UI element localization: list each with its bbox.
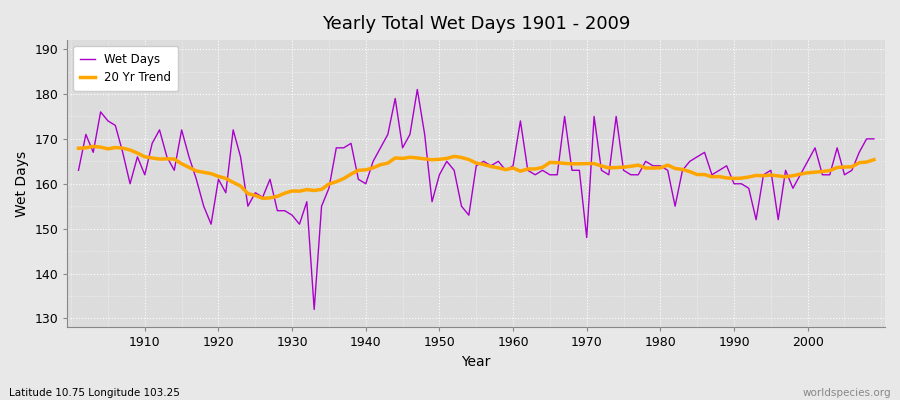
X-axis label: Year: Year — [462, 355, 490, 369]
Title: Yearly Total Wet Days 1901 - 2009: Yearly Total Wet Days 1901 - 2009 — [322, 15, 630, 33]
Wet Days — [868, 136, 879, 141]
Wet Days — [412, 87, 423, 92]
20 Yr Trend — [140, 154, 150, 159]
Line: Wet Days: Wet Days — [78, 90, 874, 310]
Wet Days — [73, 168, 84, 173]
Wet Days — [309, 307, 320, 312]
20 Yr Trend — [522, 166, 533, 171]
20 Yr Trend — [309, 188, 320, 193]
Wet Days — [294, 222, 305, 226]
20 Yr Trend — [353, 168, 364, 173]
Y-axis label: Wet Days: Wet Days — [15, 151, 29, 217]
20 Yr Trend — [611, 165, 622, 170]
Text: Latitude 10.75 Longitude 103.25: Latitude 10.75 Longitude 103.25 — [9, 388, 180, 398]
20 Yr Trend — [73, 146, 84, 151]
Wet Days — [611, 114, 622, 119]
20 Yr Trend — [868, 157, 879, 162]
Wet Days — [515, 118, 526, 123]
Text: worldspecies.org: worldspecies.org — [803, 388, 891, 398]
Line: 20 Yr Trend: 20 Yr Trend — [78, 146, 874, 198]
Wet Days — [522, 168, 533, 173]
20 Yr Trend — [257, 196, 268, 201]
20 Yr Trend — [515, 169, 526, 174]
20 Yr Trend — [88, 144, 99, 149]
Wet Days — [346, 141, 356, 146]
Legend: Wet Days, 20 Yr Trend: Wet Days, 20 Yr Trend — [74, 46, 178, 91]
Wet Days — [132, 154, 143, 159]
